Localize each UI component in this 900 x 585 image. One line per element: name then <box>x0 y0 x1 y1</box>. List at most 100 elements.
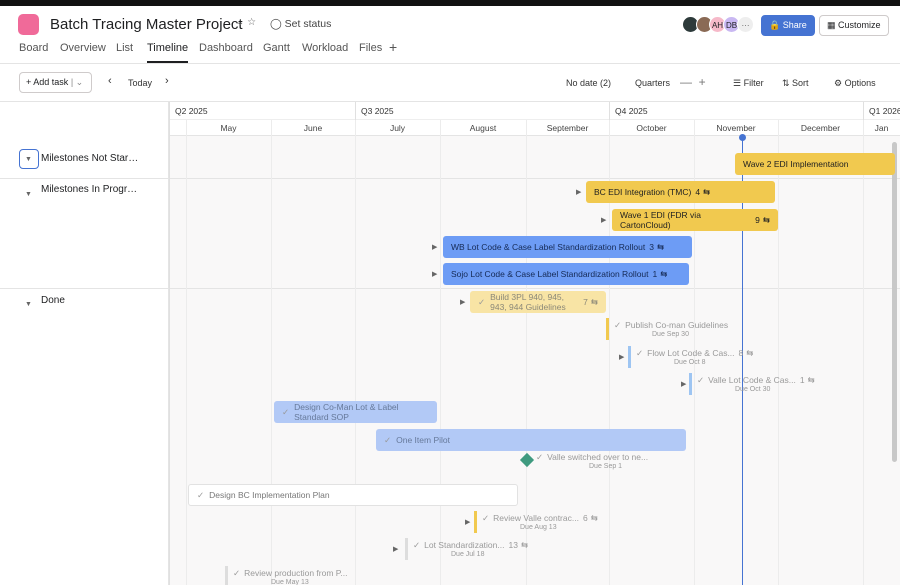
today[interactable]: Today <box>128 78 153 88</box>
customize-button[interactable]: ▦ Customize <box>819 15 889 36</box>
milestone-bar <box>606 318 609 340</box>
task-name: BC EDI Integration (TMC) <box>594 187 692 197</box>
task-label[interactable]: ✓ Review Valle contrac... 6 ⇆ <box>482 513 598 524</box>
expand-caret[interactable]: ▶ <box>393 546 399 553</box>
expand-caret[interactable]: ▶ <box>619 354 625 361</box>
month-label: November <box>716 123 756 133</box>
task-bar[interactable]: ✓ One Item Pilot <box>376 429 686 451</box>
divider <box>0 63 900 64</box>
caret[interactable]: ▼ <box>25 301 32 308</box>
task-label[interactable]: ✓ Flow Lot Code & Cas... 8 ⇆ <box>636 348 753 359</box>
tab[interactable]: Board <box>19 42 49 54</box>
scrollbar[interactable] <box>892 142 897 462</box>
grid-line <box>440 120 441 585</box>
subtask-icon: ⇆ <box>660 268 668 279</box>
task-name: Design Co-Man Lot & Label Standard SOP <box>294 402 399 422</box>
month-label: October <box>636 123 667 133</box>
tab[interactable]: Dashboard <box>199 42 253 54</box>
avatar[interactable]: DB <box>723 16 740 33</box>
check-icon: ✓ <box>536 452 544 462</box>
expand-caret[interactable]: ▶ <box>601 217 607 224</box>
options-text: Options <box>844 78 876 88</box>
quarter-label: Q4 2025 <box>615 106 648 116</box>
title-menu[interactable]: ⌄ ☆ <box>236 17 257 28</box>
zoom[interactable]: Quarters <box>635 78 671 88</box>
grid-line <box>526 120 527 585</box>
next[interactable]: › <box>165 75 169 87</box>
task-bar[interactable]: ✓ Design Co-Man Lot & Label Standard SOP <box>274 401 437 423</box>
today-line <box>742 136 743 585</box>
month-label: June <box>303 123 323 133</box>
zoom-controls[interactable]: — + <box>680 75 706 89</box>
section-name[interactable]: Milestones Not Started <box>41 153 141 164</box>
set-status-text: Set status <box>284 18 332 30</box>
task-bar[interactable]: ✓ Design BC Implementation Plan <box>188 484 518 506</box>
milestone-diamond[interactable] <box>519 452 535 468</box>
task-label[interactable]: ✓ Valle Lot Code & Cas... 1 ⇆ <box>697 375 815 386</box>
task-bar[interactable]: Sojo Lot Code & Case Label Standardizati… <box>443 263 689 285</box>
expand-caret[interactable]: ▶ <box>432 271 438 278</box>
expand-caret[interactable]: ▶ <box>576 189 582 196</box>
section-toggle[interactable] <box>19 149 39 169</box>
tab[interactable]: Workload <box>302 42 349 54</box>
task-label[interactable]: ✓ Review production from P... <box>233 568 347 579</box>
task-label[interactable]: ✓ Publish Co-man Guidelines <box>614 320 728 331</box>
share-button[interactable]: 🔒 Share <box>761 15 815 36</box>
subtask-count: 1 <box>652 269 658 279</box>
add-tab[interactable]: + <box>389 39 398 55</box>
subtask-icon: ⇆ <box>656 241 665 252</box>
task-bar[interactable]: Wave 2 EDI Implementation <box>735 153 895 175</box>
task-name: Wave 1 EDI (FDR via CartonCloud) <box>620 210 701 230</box>
month-label: December <box>800 123 841 133</box>
section-name[interactable]: Milestones In Progress <box>41 184 141 195</box>
grid-line <box>271 120 272 585</box>
options[interactable]: ⚙ Options <box>834 78 876 88</box>
set-status[interactable]: ◯ Set status <box>270 18 332 30</box>
subtask-icon: ⇆ <box>746 348 754 358</box>
task-name: One Item Pilot <box>396 435 450 445</box>
subtask-count: 8 <box>738 348 744 358</box>
task-name: Review production from P... <box>244 568 348 578</box>
task-bar[interactable]: Wave 1 EDI (FDR via CartonCloud) 9 ⇆ <box>612 209 778 231</box>
task-bar[interactable]: ✓ Build 3PL 940, 945, 943, 944 Guidelines… <box>470 291 606 313</box>
task-name: Review Valle contrac... <box>493 513 579 523</box>
expand-caret[interactable]: ▶ <box>460 299 466 306</box>
task-name: Design BC Implementation Plan <box>209 490 330 500</box>
filter[interactable]: ☰ Filter <box>733 78 764 88</box>
avatar[interactable]: AH <box>709 16 726 33</box>
expand-caret[interactable]: ▶ <box>432 244 438 251</box>
project-icon <box>18 14 39 35</box>
subtask-icon: ⇆ <box>703 186 711 197</box>
section-divider <box>0 288 900 289</box>
task-label[interactable]: ✓ Lot Standardization... 13 ⇆ <box>413 540 528 551</box>
section-name[interactable]: Done <box>41 295 65 306</box>
add-task-button[interactable]: + Add task | ⌄ <box>19 72 92 93</box>
tab[interactable]: Gantt <box>263 42 290 54</box>
task-name: Valle switched over to ne... <box>547 452 649 462</box>
grid-line <box>355 120 356 585</box>
month-label: September <box>546 123 589 133</box>
caret[interactable]: ▼ <box>25 191 32 198</box>
project-title[interactable]: Batch Tracing Master Project <box>50 16 243 33</box>
expand-caret[interactable]: ▶ <box>465 519 471 526</box>
no-date[interactable]: No date (2) <box>566 78 612 88</box>
caret[interactable]: ▼ <box>25 156 32 163</box>
prev[interactable]: ‹ <box>108 75 112 87</box>
task-bar[interactable]: WB Lot Code & Case Label Standardization… <box>443 236 692 258</box>
section-divider <box>0 178 900 179</box>
check-icon: ✓ <box>697 375 705 385</box>
tab[interactable]: List <box>116 42 134 54</box>
tab[interactable]: Timeline <box>147 42 189 63</box>
sort[interactable]: ⇅ Sort <box>782 78 809 88</box>
due-date: Due Sep 1 <box>589 463 623 470</box>
tab[interactable]: Overview <box>60 42 106 54</box>
tab[interactable]: Files <box>359 42 383 54</box>
task-label[interactable]: ✓ Valle switched over to ne... <box>536 452 648 463</box>
task-bar[interactable]: BC EDI Integration (TMC) 4 ⇆ <box>586 181 775 203</box>
task-name: Lot Standardization... <box>424 540 505 550</box>
today-dot <box>739 134 746 141</box>
add-task-text: Add task <box>33 77 69 87</box>
avatar-more[interactable]: ··· <box>737 16 754 33</box>
expand-caret[interactable]: ▶ <box>681 381 687 388</box>
month-label: July <box>389 123 406 133</box>
